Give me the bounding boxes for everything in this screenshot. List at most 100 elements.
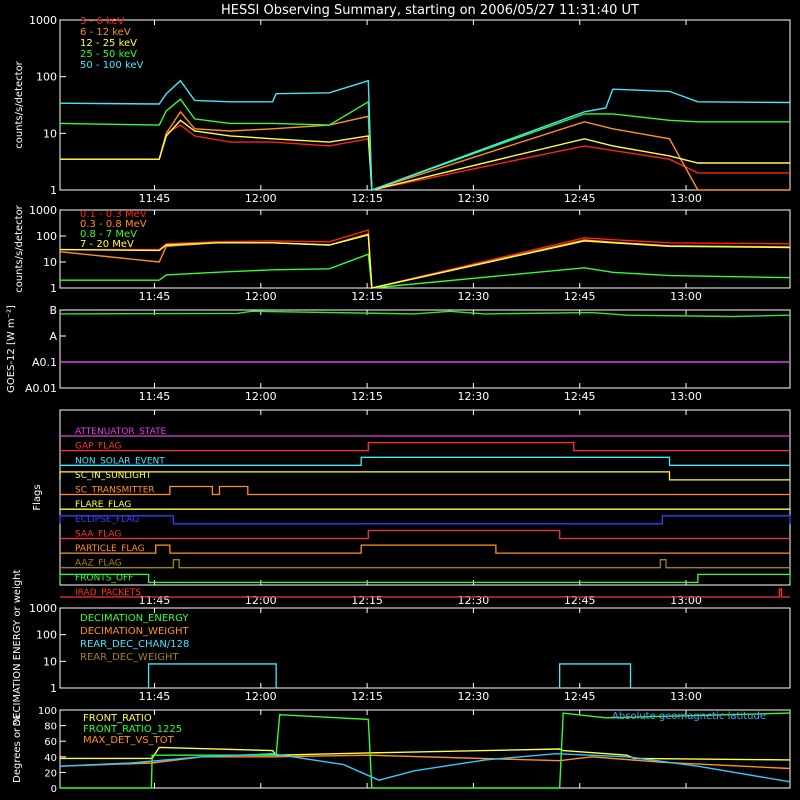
x-tick-label: 12:30 — [458, 290, 490, 303]
y-tick-label: 1000 — [29, 204, 57, 217]
flag-label: ATTENUATOR_STATE — [75, 427, 167, 437]
y-tick-label: 1 — [50, 282, 57, 295]
y-tick-label: 10 — [43, 256, 57, 269]
series-line — [59, 752, 791, 783]
y-tick-label: 1 — [50, 184, 57, 197]
flag-line — [60, 485, 790, 496]
y-tick-label: A0.1 — [32, 356, 57, 369]
legend-entry: REAR_DEC_CHAN/128 — [80, 639, 189, 650]
x-tick-label: 12:00 — [245, 192, 277, 205]
y-tick-label: 100 — [36, 629, 57, 642]
flag-line — [60, 559, 790, 569]
y-tick-label: 100 — [36, 230, 57, 243]
flag-line — [60, 588, 790, 598]
x-tick-label: 12:00 — [245, 290, 277, 303]
x-tick-label: 12:45 — [564, 390, 596, 403]
figure-title: HESSI Observing Summary, starting on 200… — [221, 3, 639, 18]
panel-frame — [59, 409, 791, 586]
x-tick-label: 12:30 — [458, 594, 490, 607]
flag-label: AAZ_FLAG — [75, 559, 122, 569]
x-tick-label: 12:45 — [564, 594, 596, 607]
x-tick-label: 12:45 — [564, 192, 596, 205]
series-line — [60, 119, 790, 191]
legend-entry: 0.8 - 7 MeV — [80, 229, 137, 240]
flag-label: NON_SOLAR_EVENT — [75, 456, 165, 466]
legend-entry: DECIMATION_ENERGY — [80, 613, 189, 624]
flag-label: SC_TRANSMITTER — [75, 486, 155, 496]
flag-label: SAA_FLAG — [75, 529, 121, 539]
x-tick-label: 12:45 — [564, 290, 596, 303]
flag-label: SC_IN_SUNLIGHT — [75, 471, 152, 481]
flag-line — [59, 573, 791, 584]
flag-line — [60, 529, 790, 540]
y-tick-label: 1000 — [29, 14, 57, 27]
x-tick-label: 12:45 — [564, 690, 596, 703]
series-line — [559, 663, 632, 688]
legend-entry: DECIMATION_WEIGHT — [80, 626, 189, 637]
series-line — [59, 234, 791, 289]
y-tick-label: 80 — [44, 722, 57, 733]
legend-entry: 6 - 12 keV — [80, 27, 131, 38]
flag-label: GAP_FLAG — [75, 442, 121, 452]
x-tick-label: 13:00 — [670, 594, 702, 607]
legend-entry: FRONT_RATIO_1225 — [83, 724, 182, 735]
x-tick-label: 12:15 — [351, 290, 383, 303]
series-line — [59, 79, 791, 191]
legend-entry: 12 - 25 keV — [80, 38, 137, 49]
legend-entry: 0.3 - 0.8 MeV — [80, 219, 147, 230]
x-tick-label: 11:45 — [139, 690, 171, 703]
x-tick-label: 12:30 — [458, 390, 490, 403]
legend-entry: 0.1 - 0.3 MeV — [80, 209, 147, 220]
y-tick-label: 1 — [50, 682, 57, 695]
y-tick-label: 0 — [51, 784, 57, 795]
x-tick-label: 11:45 — [139, 290, 171, 303]
series-line — [60, 229, 791, 289]
x-tick-label: 12:15 — [351, 690, 383, 703]
series-line — [60, 253, 791, 289]
y-axis-label: Flags — [32, 484, 43, 510]
y-tick-label: 100 — [38, 706, 57, 717]
y-tick-label: A — [49, 330, 57, 343]
panels: 11:45 12:00 12:15 12:30 12:45 13:001101001000… — [6, 14, 791, 795]
y-tick-label: 10 — [43, 127, 57, 140]
y-tick-label: B — [49, 304, 57, 317]
x-tick-label: 12:00 — [245, 690, 277, 703]
x-tick-label: 11:45 — [139, 192, 171, 205]
y-axis-label: DECIMATION ENERGY or weight — [12, 569, 23, 726]
legend-entry: REAR_DEC_WEIGHT — [80, 652, 179, 663]
flag-label: PARTICLE_FLAG — [75, 544, 145, 554]
y-tick-label: 60 — [44, 737, 57, 748]
x-tick-label: 13:00 — [670, 390, 702, 403]
flag-label: FRONTS_OFF — [75, 573, 133, 583]
y-tick-label: 40 — [44, 753, 57, 764]
x-tick-label: 13:00 — [670, 290, 702, 303]
x-tick-label: 11:45 — [139, 594, 171, 607]
flag-label: FLARE_FLAG — [75, 500, 131, 510]
series-line — [59, 310, 791, 318]
flag-line — [60, 441, 790, 452]
flag-line — [60, 456, 790, 466]
x-tick-label: 12:30 — [458, 192, 490, 205]
series-line — [59, 754, 791, 770]
y-tick-label: 1000 — [29, 602, 57, 615]
x-tick-label: 12:15 — [351, 192, 383, 205]
x-tick-label: 12:15 — [351, 594, 383, 607]
x-tick-label: 13:00 — [670, 192, 702, 205]
series-line — [60, 712, 791, 789]
flag-label: IRAD_PACKETS — [75, 588, 141, 598]
flag-line — [59, 515, 791, 525]
y-axis-label: GOES-12 [W m⁻²] — [6, 305, 17, 393]
y-tick-label: 20 — [44, 768, 57, 779]
flag-line — [59, 471, 790, 481]
x-tick-label: 11:45 — [139, 390, 171, 403]
legend-entry: FRONT_RATIO — [83, 713, 152, 724]
panel-frame — [59, 19, 791, 191]
x-tick-label: 12:00 — [245, 390, 277, 403]
flag-line — [60, 544, 790, 554]
x-tick-label: 13:00 — [670, 690, 702, 703]
y-axis-label: counts/s/detector — [14, 60, 25, 148]
series-line — [60, 746, 791, 761]
legend-entry: 25 - 50 keV — [80, 49, 137, 60]
x-tick-label: 12:30 — [458, 690, 490, 703]
